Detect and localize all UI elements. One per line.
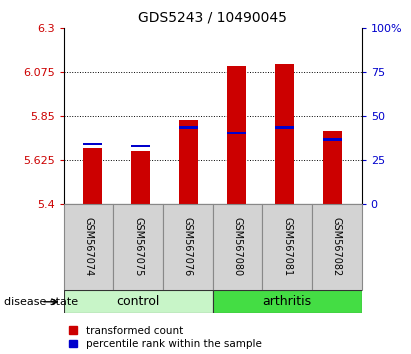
- Text: GSM567074: GSM567074: [83, 217, 94, 276]
- Text: GSM567082: GSM567082: [332, 217, 342, 276]
- Text: GSM567081: GSM567081: [282, 217, 292, 276]
- Bar: [275, 126, 294, 129]
- Bar: [312, 204, 362, 290]
- Bar: [179, 126, 198, 129]
- Text: arthritis: arthritis: [263, 295, 312, 308]
- Bar: [83, 148, 102, 204]
- Bar: [64, 290, 213, 313]
- Legend: transformed count, percentile rank within the sample: transformed count, percentile rank withi…: [69, 326, 261, 349]
- Bar: [163, 204, 213, 290]
- Bar: [64, 204, 113, 290]
- Bar: [131, 150, 150, 204]
- Text: GSM567080: GSM567080: [233, 217, 242, 276]
- Bar: [275, 64, 294, 204]
- Bar: [213, 204, 262, 290]
- Bar: [323, 138, 342, 141]
- Text: control: control: [116, 295, 160, 308]
- Bar: [131, 145, 150, 147]
- Title: GDS5243 / 10490045: GDS5243 / 10490045: [138, 10, 287, 24]
- Bar: [83, 143, 102, 145]
- Bar: [227, 66, 246, 204]
- Text: GSM567076: GSM567076: [183, 217, 193, 276]
- Bar: [227, 131, 246, 135]
- Bar: [179, 120, 198, 204]
- Bar: [262, 204, 312, 290]
- Bar: [213, 290, 362, 313]
- Text: disease state: disease state: [4, 297, 78, 307]
- Bar: [323, 131, 342, 204]
- Bar: [113, 204, 163, 290]
- Text: GSM567075: GSM567075: [133, 217, 143, 276]
